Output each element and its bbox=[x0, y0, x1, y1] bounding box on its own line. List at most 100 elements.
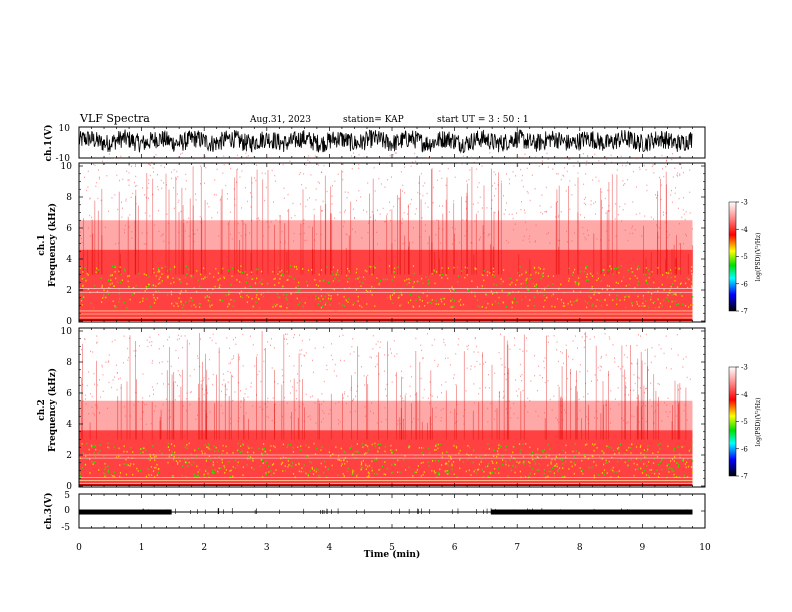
spectrum-speckle bbox=[170, 365, 172, 368]
spectrum-activity bbox=[670, 269, 672, 271]
spectrum-speckle bbox=[504, 366, 506, 368]
spectrum-speckle bbox=[310, 418, 312, 420]
spectrum-streak bbox=[650, 251, 652, 275]
spectrum-speckle bbox=[391, 176, 392, 178]
spectrum-activity bbox=[649, 273, 651, 275]
spectrum-speckle bbox=[609, 338, 611, 340]
spectrum-activity bbox=[534, 285, 536, 287]
spectrum-activity bbox=[497, 453, 499, 455]
spectrum-speckle bbox=[392, 154, 394, 156]
spectrum-activity bbox=[191, 276, 193, 278]
spectrum-speckle bbox=[683, 242, 684, 245]
spectrum-speckle bbox=[148, 163, 150, 165]
spectrum-activity bbox=[494, 275, 496, 277]
spectrum-speckle bbox=[296, 382, 298, 384]
spectrum-activity bbox=[389, 294, 391, 297]
spectrum-activity bbox=[127, 464, 129, 466]
spectrum-speckle bbox=[204, 155, 206, 157]
spectrum-speckle bbox=[622, 375, 624, 377]
spectrum-activity bbox=[607, 269, 609, 272]
spectrum-streak bbox=[408, 204, 409, 275]
spectrum-activity bbox=[493, 449, 495, 452]
spectrum-speckle bbox=[568, 355, 569, 358]
spectrum-activity bbox=[681, 295, 683, 297]
spectrum-speckle bbox=[274, 381, 276, 383]
spectrum-speckle bbox=[614, 218, 616, 220]
spectrum-speckle bbox=[135, 203, 137, 205]
spectrum-activity bbox=[637, 467, 639, 470]
spectrum-activity bbox=[423, 471, 425, 473]
spectrum-activity bbox=[590, 272, 592, 275]
spectrum-speckle bbox=[595, 176, 597, 178]
spectrum-speckle bbox=[93, 163, 95, 166]
spectrum-activity bbox=[390, 472, 393, 474]
spectrum-speckle bbox=[454, 228, 456, 230]
spectrum-streak bbox=[288, 208, 290, 275]
spectrum-speckle bbox=[207, 392, 209, 394]
spectrum-activity bbox=[94, 455, 96, 458]
spectrum-activity bbox=[296, 268, 298, 270]
spectrum-streak bbox=[221, 189, 223, 275]
spectrum-activity bbox=[81, 278, 83, 280]
spectrum-activity bbox=[369, 464, 371, 467]
spectrum-speckle bbox=[633, 389, 635, 392]
spectrum-activity bbox=[554, 465, 556, 467]
spectrum-speckle bbox=[567, 377, 569, 380]
spectrum-streak bbox=[508, 368, 510, 440]
ch1-waveform-panel: 10 -10 ch.1(V) bbox=[43, 124, 706, 164]
spectrum-activity bbox=[253, 451, 255, 454]
spectrum-activity bbox=[533, 266, 535, 269]
spectrum-activity bbox=[293, 265, 296, 268]
spectrum-activity bbox=[88, 448, 90, 451]
spectrum-activity bbox=[446, 462, 448, 465]
spectrum-speckle bbox=[178, 338, 180, 340]
spectrum-activity bbox=[104, 473, 106, 475]
spectrum-activity bbox=[591, 304, 593, 307]
spectrum-activity bbox=[341, 463, 343, 465]
spectrum-speckle bbox=[307, 416, 309, 418]
spectrum-activity bbox=[335, 273, 337, 276]
spectrum-speckle bbox=[271, 338, 272, 340]
spectrum-speckle bbox=[230, 422, 231, 425]
spectrum-activity bbox=[219, 299, 221, 301]
spectrum-activity bbox=[274, 446, 276, 449]
spectrum-activity bbox=[543, 306, 545, 308]
spectrum-activity bbox=[338, 279, 340, 282]
spectrum-activity bbox=[543, 449, 546, 451]
spectrum-streak bbox=[523, 334, 525, 440]
spectrum-activity bbox=[667, 445, 669, 448]
spectrum-streak bbox=[198, 383, 199, 440]
spectrum-activity bbox=[525, 286, 528, 288]
spectrum-activity bbox=[239, 271, 241, 273]
spectrum-streak bbox=[218, 347, 220, 440]
spectrum-activity bbox=[182, 465, 184, 467]
spectrum-speckle bbox=[244, 187, 246, 189]
spectrum-activity bbox=[595, 305, 597, 308]
spectrum-speckle bbox=[660, 184, 662, 186]
spectrum-speckle bbox=[121, 216, 123, 218]
spectrum-speckle bbox=[153, 393, 154, 396]
spectrum-activity bbox=[690, 285, 692, 287]
spectrum-streak bbox=[490, 244, 491, 275]
spectrum-activity bbox=[512, 446, 514, 448]
spectrum-speckle bbox=[267, 416, 269, 419]
spectrum-activity bbox=[112, 265, 114, 268]
spectrum-activity bbox=[457, 280, 459, 283]
spectrum-activity bbox=[391, 279, 393, 281]
spectrum-streak bbox=[250, 252, 252, 275]
spectrum-streak bbox=[192, 205, 194, 275]
spectrum-speckle bbox=[681, 216, 683, 218]
spectrum-speckle bbox=[665, 411, 667, 413]
spectrum-streak bbox=[675, 258, 676, 275]
spectrum-activity bbox=[637, 284, 639, 286]
spectrum-speckle bbox=[247, 155, 249, 157]
spectrum-activity bbox=[407, 301, 409, 304]
spectrum-streak bbox=[304, 407, 305, 440]
spectrum-activity bbox=[116, 281, 119, 284]
spectrum-speckle bbox=[474, 366, 476, 368]
spectrum-streak bbox=[262, 179, 264, 275]
spectrum-activity bbox=[257, 268, 259, 271]
spectrum-activity bbox=[614, 453, 616, 455]
spectrum-activity bbox=[605, 459, 607, 462]
spectrum-activity bbox=[364, 453, 366, 455]
